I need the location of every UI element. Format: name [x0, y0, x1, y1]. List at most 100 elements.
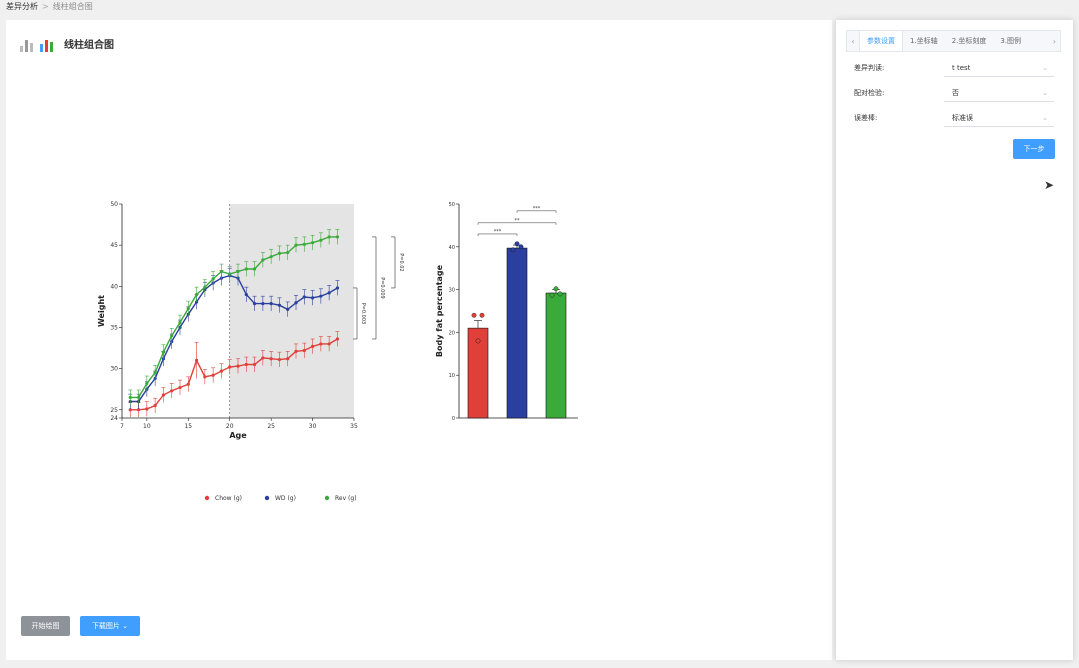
- x-tick-label: 7: [120, 423, 124, 430]
- data-point: [211, 373, 215, 377]
- x-tick-label: 35: [350, 423, 358, 430]
- form-row-errorbar: 误差棒: 标准误 ⌄: [854, 108, 1059, 128]
- tab-ticks[interactable]: 2.坐标刻度: [951, 37, 987, 45]
- tab-scroll-left-icon[interactable]: ‹: [851, 36, 855, 46]
- download-image-button[interactable]: 下载图片 ⌄: [80, 616, 140, 636]
- data-point: [310, 296, 315, 300]
- data-point: [244, 292, 248, 297]
- bar-point: [514, 241, 520, 247]
- bar-point: [471, 312, 477, 318]
- data-point: [194, 358, 199, 362]
- p-value-label: P=0.009: [379, 277, 385, 299]
- x-axis-title: Age: [229, 431, 247, 440]
- paired-value: 否: [952, 89, 959, 97]
- data-point: [244, 362, 248, 367]
- data-point: [145, 381, 149, 386]
- page-title: 线柱组合图: [64, 39, 114, 51]
- x-tick-label: 30: [309, 423, 317, 430]
- errorbar-select[interactable]: 标准误 ⌄: [944, 109, 1054, 127]
- legend-label: Chow (g): [215, 495, 242, 502]
- form-row-test: 差异判读: t test ⌄: [854, 58, 1059, 78]
- p-value-label: P=0.02: [398, 253, 404, 271]
- bar-y-tick-label: 10: [449, 373, 455, 379]
- shaded-region: [229, 204, 354, 418]
- data-point: [327, 342, 331, 346]
- legend-label: WD (g): [275, 495, 296, 502]
- data-point: [194, 300, 199, 304]
- data-point: [294, 349, 298, 353]
- x-tick-label: 20: [226, 423, 234, 430]
- bar-point: [557, 291, 563, 297]
- data-point: [310, 241, 315, 245]
- data-point: [178, 385, 182, 390]
- y-axis-title: Weight: [97, 295, 106, 327]
- legend-marker: [264, 495, 270, 501]
- data-point: [261, 258, 265, 262]
- title-row: 线柱组合图: [20, 34, 114, 52]
- tab-axis[interactable]: 1.坐标轴: [910, 37, 938, 45]
- data-point: [161, 350, 166, 354]
- bar-y-tick-label: 20: [449, 330, 455, 336]
- chart-legend: Chow (g) WD (g) Rev (g): [204, 495, 357, 502]
- data-point: [269, 255, 273, 259]
- breadcrumb-root[interactable]: 差异分析: [6, 2, 38, 11]
- bar-y-tick-label: 0: [452, 416, 455, 422]
- data-point: [269, 357, 273, 361]
- data-point: [269, 301, 273, 306]
- p-value-label: P=0.003: [360, 303, 366, 325]
- data-point: [136, 408, 141, 412]
- data-point: [277, 251, 282, 255]
- tab-scroll-right-icon[interactable]: ›: [1052, 36, 1056, 46]
- legend-marker: [204, 495, 210, 501]
- legend-label: Rev (g): [335, 495, 357, 502]
- bar-point: [549, 292, 555, 298]
- data-point: [236, 269, 240, 274]
- data-point: [327, 291, 331, 295]
- data-point: [170, 334, 174, 338]
- bar: [545, 292, 567, 419]
- chevron-down-icon: ⌄: [1042, 114, 1048, 122]
- data-point: [335, 235, 340, 239]
- y-tick-label: 45: [110, 242, 118, 249]
- start-plot-button[interactable]: 开始绘图: [21, 616, 70, 636]
- data-point: [145, 407, 149, 411]
- test-select[interactable]: t test ⌄: [944, 59, 1054, 77]
- chevron-down-icon: ⌄: [1042, 89, 1048, 97]
- data-point: [203, 285, 207, 289]
- next-step-button[interactable]: 下一步: [1013, 139, 1055, 159]
- y-tick-label: 35: [110, 324, 118, 331]
- test-value: t test: [952, 64, 971, 72]
- y-tick-label: 40: [110, 283, 118, 290]
- line-chart: 7 10 15 20 25 30 3524253035404550AgeWeightP=0.…: [97, 201, 404, 440]
- bar: [506, 247, 528, 419]
- data-point: [327, 235, 331, 239]
- chevron-down-icon: ⌄: [1042, 64, 1048, 72]
- data-point: [203, 375, 207, 379]
- y-tick-label: 24: [110, 415, 118, 422]
- paired-select[interactable]: 否 ⌄: [944, 84, 1054, 102]
- data-point: [286, 250, 290, 255]
- bar-y-tick-label: 30: [449, 288, 455, 294]
- data-point: [128, 395, 132, 400]
- series-line: [130, 274, 338, 403]
- combo-chart-icon: [20, 34, 56, 52]
- y-tick-label: 30: [110, 366, 118, 373]
- sig-label: ***: [533, 206, 541, 212]
- y-tick-label: 25: [110, 407, 118, 414]
- tab-legend[interactable]: 3.图例: [1000, 37, 1022, 45]
- data-point: [319, 294, 323, 298]
- bar-point: [510, 247, 516, 253]
- data-point: [228, 365, 232, 369]
- data-point: [153, 404, 157, 408]
- tab-params[interactable]: 参数设置: [859, 31, 903, 51]
- data-point: [277, 357, 282, 362]
- data-point: [286, 357, 290, 361]
- data-point: [161, 393, 166, 397]
- data-point: [252, 362, 257, 367]
- data-point: [294, 301, 298, 305]
- combo-chart: 7 10 15 20 25 30 3524253035404550AgeWeightP=0.…: [97, 201, 578, 502]
- bar-point: [553, 286, 559, 292]
- data-point: [219, 369, 224, 373]
- data-point: [228, 272, 232, 276]
- data-point: [236, 364, 240, 368]
